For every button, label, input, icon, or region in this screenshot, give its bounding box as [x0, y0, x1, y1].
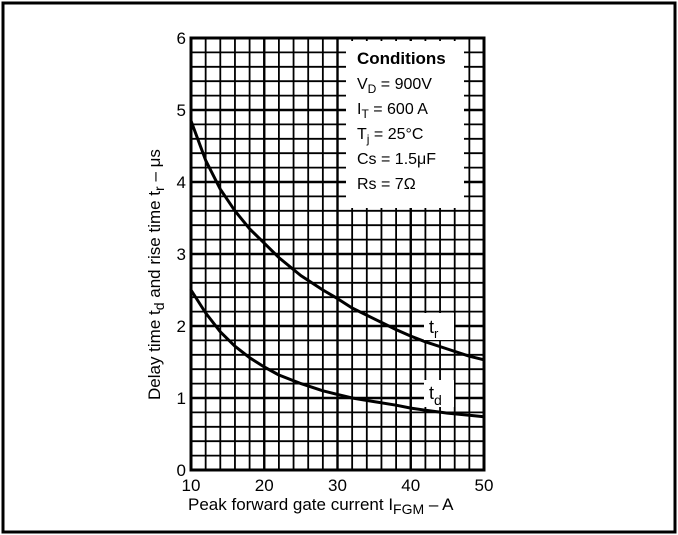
condition-line: Tj = 25°C — [357, 126, 423, 146]
y-tick-label: 5 — [177, 101, 186, 120]
series-label-td-text: td — [429, 383, 442, 408]
conditions-legend: Conditions VD = 900V IT = 600 A Tj = 25°C C… — [346, 41, 464, 208]
series-line-td — [189, 288, 486, 419]
x-tick-label: 50 — [475, 476, 494, 495]
y-tick-label: 1 — [177, 389, 186, 408]
conditions-box — [346, 41, 464, 208]
x-tick-labels: 10 20 30 40 50 — [182, 476, 494, 495]
plot-border — [189, 36, 486, 472]
x-tick-label: 10 — [182, 476, 201, 495]
y-axis-label: Delay time td and rise time tr – μs — [145, 149, 167, 400]
series-line-tr — [189, 119, 486, 362]
series-label-td: td — [424, 380, 454, 408]
series-label-tr: tr — [424, 313, 454, 341]
conditions-title: Conditions — [357, 49, 446, 68]
x-axis-label: Peak forward gate current IFGM – A — [188, 495, 454, 517]
series-label-tr-bg — [424, 313, 454, 340]
y-tick-label: 3 — [177, 245, 186, 264]
series-label-td-bg — [424, 380, 454, 407]
series-layer — [189, 119, 486, 419]
condition-line: VD = 900V — [357, 76, 432, 96]
condition-line: Cs = 1.5μF — [357, 151, 436, 168]
y-tick-label: 4 — [177, 173, 186, 192]
y-tick-label: 0 — [177, 461, 186, 480]
condition-line: Rs = 7Ω — [357, 176, 416, 193]
y-tick-label: 6 — [177, 29, 186, 48]
series-label-tr-text: tr — [429, 317, 439, 341]
x-tick-label: 40 — [401, 476, 420, 495]
y-tick-label: 2 — [177, 317, 186, 336]
x-tick-label: 20 — [255, 476, 274, 495]
x-tick-label: 30 — [328, 476, 347, 495]
condition-line: IT = 600 A — [357, 101, 428, 121]
y-tick-labels: 0 1 2 3 4 5 6 — [177, 29, 186, 480]
